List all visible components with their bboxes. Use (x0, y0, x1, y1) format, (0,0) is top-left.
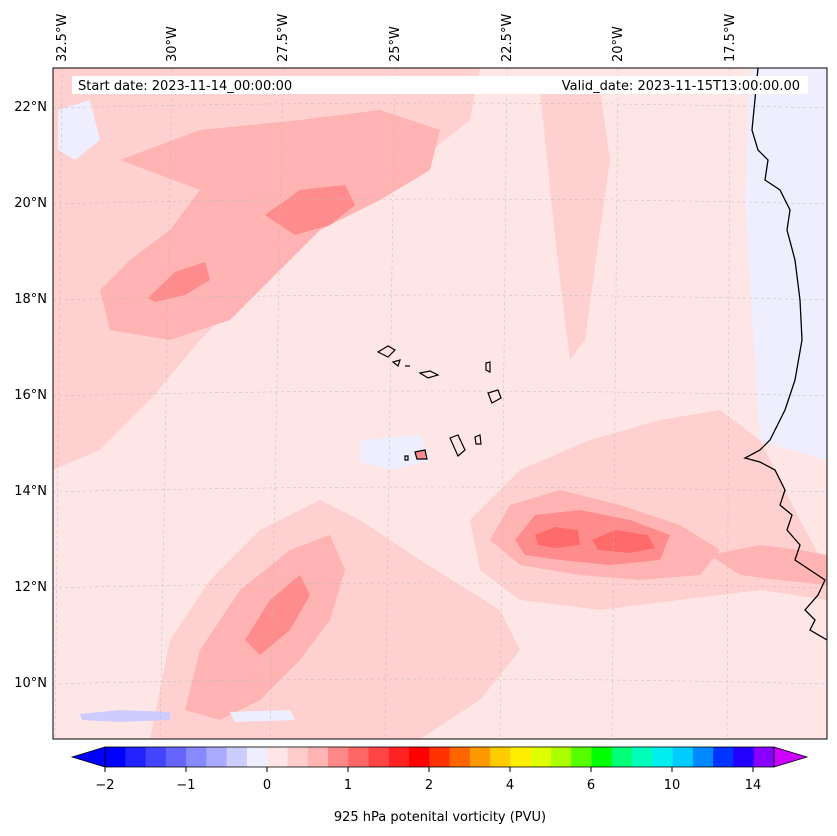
colorbar: −2 −1 0 1 2 4 6 10 14 925 hPa potenital … (70, 746, 809, 825)
colorbar-segment (186, 747, 207, 767)
colorbar-segment (165, 747, 187, 767)
colorbar-segment (753, 747, 775, 767)
colorbar-segment (307, 747, 329, 767)
colorbar-segment (571, 747, 593, 767)
colorbar-segment (105, 747, 126, 767)
colorbar-segment (510, 747, 532, 767)
pv-contour-moderate-negative-south (80, 710, 170, 722)
colorbar-tick-label: 0 (263, 778, 271, 793)
lat-label-18n: 18°N (14, 292, 47, 307)
colorbar-segment (733, 747, 755, 767)
colorbar-segment (267, 747, 289, 767)
colorbar-segments (105, 747, 775, 767)
colorbar-tick-label: −1 (176, 778, 195, 793)
colorbar-segment (652, 747, 674, 767)
lat-label-22n: 22°N (14, 100, 47, 115)
colorbar-segment (713, 747, 735, 767)
pv-contour-weak-negative-center (360, 435, 430, 470)
colorbar-tick-label: 1 (344, 778, 352, 793)
lat-label-14n: 14°N (14, 484, 47, 499)
colorbar-segment (632, 747, 653, 767)
lat-label-16n: 16°N (14, 388, 47, 403)
colorbar-segment (206, 747, 228, 767)
colorbar-segment (591, 747, 613, 767)
colorbar-segment (551, 747, 572, 767)
map-frame (52, 67, 828, 740)
pv-contour-peak-southeast-1 (535, 527, 580, 548)
colorbar-segment (530, 747, 552, 767)
lat-label-12n: 12°N (14, 580, 47, 595)
colorbar-segment (388, 747, 410, 767)
colorbar-extend-min (70, 746, 106, 768)
colorbar-segment (328, 747, 349, 767)
lon-label-27-5w: 27.5°W (276, 14, 291, 62)
lon-label-17-5w: 17.5°W (723, 14, 738, 62)
colorbar-tick-label: 6 (587, 778, 595, 793)
lon-label-20w: 20°W (611, 26, 626, 62)
valid-date-label: Valid_date: 2023-11-15T13:00:00.00 (562, 79, 800, 94)
pv-contour-strong-north-2 (148, 262, 210, 302)
colorbar-extend-max (773, 746, 809, 768)
colorbar-segment (672, 747, 694, 767)
pv-contour-weak-negative-nw (58, 100, 100, 160)
colorbar-tick-label: 14 (745, 778, 762, 793)
longitude-labels: 32.5°W 30°W 27.5°W 25°W 22.5°W 20°W 17.5… (55, 14, 738, 62)
colorbar-segment (469, 747, 491, 767)
lon-label-25w: 25°W (388, 26, 403, 62)
colorbar-segment (348, 747, 370, 767)
pv-contour-peak-southeast-2 (592, 530, 655, 553)
lon-label-22-5w: 22.5°W (500, 14, 515, 62)
colorbar-segment (692, 747, 714, 767)
colorbar-segment (226, 747, 248, 767)
pv-contour-weak-east (540, 90, 610, 360)
colorbar-tick-label: 2 (425, 778, 433, 793)
colorbar-outline (104, 746, 775, 768)
colorbar-segment (287, 747, 309, 767)
colorbar-segment (125, 747, 147, 767)
colorbar-title: 925 hPa potenital vorticity (PVU) (334, 810, 546, 825)
cape-verde-islands (376, 345, 502, 461)
lon-label-30w: 30°W (165, 26, 180, 62)
colorbar-segment (409, 747, 430, 767)
colorbar-ticks (104, 767, 754, 772)
pv-contour-moderate-east-coast (710, 545, 827, 585)
pv-contour-strong-southwest (245, 575, 310, 655)
colorbar-segment (145, 747, 167, 767)
colorbar-segment (611, 747, 633, 767)
colorbar-tick-label: 10 (664, 778, 681, 793)
pv-contour-weak-negative-coast (745, 68, 827, 460)
graticule (53, 68, 827, 739)
lon-label-32-5w: 32.5°W (55, 14, 70, 62)
colorbar-segment (368, 747, 390, 767)
header-banner (72, 76, 808, 94)
lat-label-10n: 10°N (14, 676, 47, 691)
map-area (53, 68, 827, 739)
colorbar-tick-label: 4 (506, 778, 514, 793)
colorbar-segment (449, 747, 471, 767)
colorbar-segment (429, 747, 451, 767)
colorbar-segment (490, 747, 512, 767)
colorbar-segment (246, 747, 268, 767)
start-date-label: Start date: 2023-11-14_00:00:00 (78, 79, 292, 94)
coastline-africa (743, 68, 827, 641)
pv-contour-weak-negative-south (230, 710, 295, 722)
colorbar-tick-label: −2 (95, 778, 114, 793)
pv-contour-strong-north-1 (265, 185, 355, 235)
lat-label-20n: 20°N (14, 196, 47, 211)
latitude-labels: 22°N 20°N 18°N 16°N 14°N 12°N 10°N (14, 100, 47, 691)
